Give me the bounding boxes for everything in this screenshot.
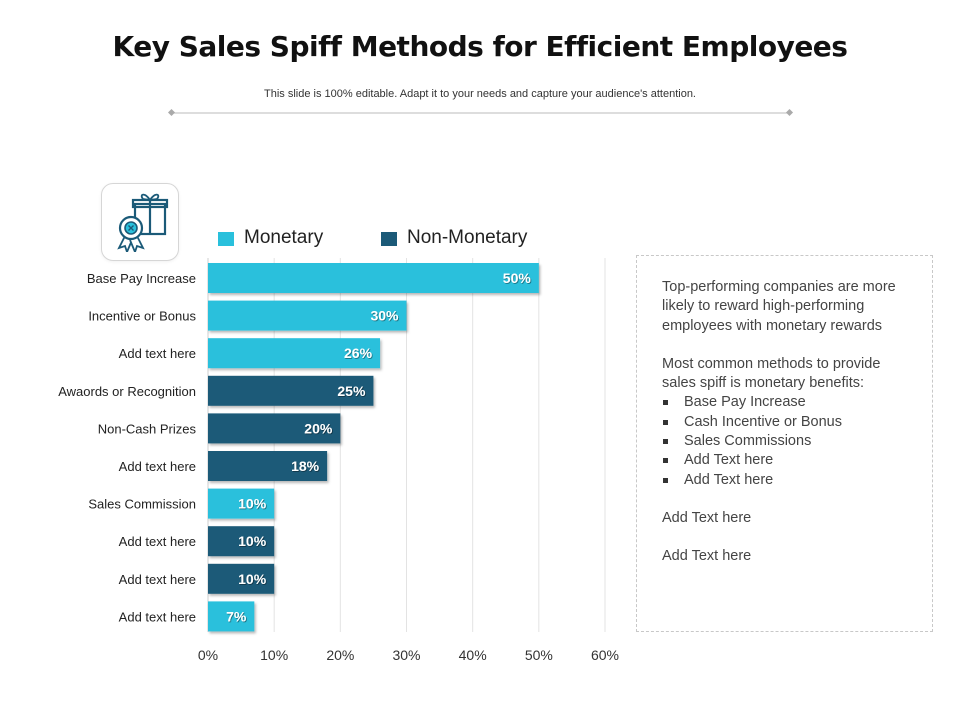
info-intro: Top-performing companies are more likely…	[662, 279, 896, 334]
bar	[208, 601, 255, 632]
gift-box-award-icon	[117, 193, 169, 252]
title-divider	[168, 108, 794, 117]
x-tick-label: 10%	[260, 647, 288, 663]
x-tick-label: 50%	[525, 647, 553, 663]
bar-value-label: 25%	[337, 383, 366, 399]
bar	[208, 338, 381, 369]
x-tick-label: 0%	[198, 647, 218, 663]
category-label: Base Pay Increase	[87, 271, 196, 286]
info-bullet: Add Text here	[662, 471, 912, 490]
info-bullet: Cash Incentive or Bonus	[662, 413, 912, 432]
bar	[208, 375, 374, 406]
x-tick-label: 40%	[459, 647, 487, 663]
info-bullet: Sales Commissions	[662, 432, 912, 451]
category-label: Incentive or Bonus	[88, 309, 196, 324]
category-label: Add text here	[119, 346, 196, 361]
bar-value-label: 18%	[291, 458, 320, 474]
bar	[208, 413, 341, 444]
bar-value-label: 30%	[370, 308, 399, 324]
info-extra-text: Add Text here	[662, 548, 752, 565]
legend-swatch-non-monetary	[381, 232, 397, 246]
x-tick-label: 60%	[591, 647, 619, 663]
legend-label-monetary: Monetary	[244, 227, 324, 248]
info-bullet-list: Base Pay Increase Cash Incentive or Bonu…	[662, 393, 912, 489]
category-label: Awaords or Recognition	[58, 384, 196, 399]
bar-value-label: 7%	[226, 608, 247, 624]
legend-swatch-monetary	[218, 232, 234, 246]
bar	[208, 451, 328, 481]
bar-value-label: 20%	[304, 420, 333, 436]
bar-chart: 0% 10% 20% 30% 40% 50% 60% 50% Base Pay Increase…	[58, 258, 619, 663]
bar	[208, 488, 275, 519]
info-methods-heading: Most common methods to provide sales spi…	[662, 355, 881, 392]
category-label: Non-Cash Prizes	[98, 421, 197, 436]
legend-label-non-monetary: Non-Monetary	[407, 227, 528, 248]
category-label: Add text here	[119, 609, 196, 624]
bar-value-label: 10%	[238, 496, 267, 512]
slide-title: Key Sales Spiff Methods for Efficient Em…	[112, 30, 848, 63]
bar-value-label: 10%	[238, 533, 267, 549]
bar-value-label: 26%	[344, 345, 373, 361]
bar-value-label: 10%	[238, 571, 267, 587]
x-tick-label: 30%	[392, 647, 420, 663]
info-bullet: Base Pay Increase	[662, 393, 912, 412]
bar-value-label: 50%	[503, 270, 532, 286]
bar	[208, 526, 275, 557]
category-label: Add text here	[119, 459, 196, 474]
bar	[208, 263, 539, 293]
category-label: Add text here	[119, 572, 196, 587]
category-label: Sales Commission	[88, 497, 196, 512]
info-panel: Top-performing companies are more likely…	[636, 255, 933, 632]
bar	[208, 563, 275, 594]
x-tick-label: 20%	[326, 647, 354, 663]
category-label: Add text here	[119, 534, 196, 549]
info-bullet: Add Text here	[662, 451, 912, 470]
slide-subtitle: This slide is 100% editable. Adapt it to…	[264, 88, 696, 100]
gift-award-icon-card	[101, 183, 179, 261]
info-extra-text: Add Text here	[662, 509, 752, 526]
bar	[208, 300, 407, 331]
